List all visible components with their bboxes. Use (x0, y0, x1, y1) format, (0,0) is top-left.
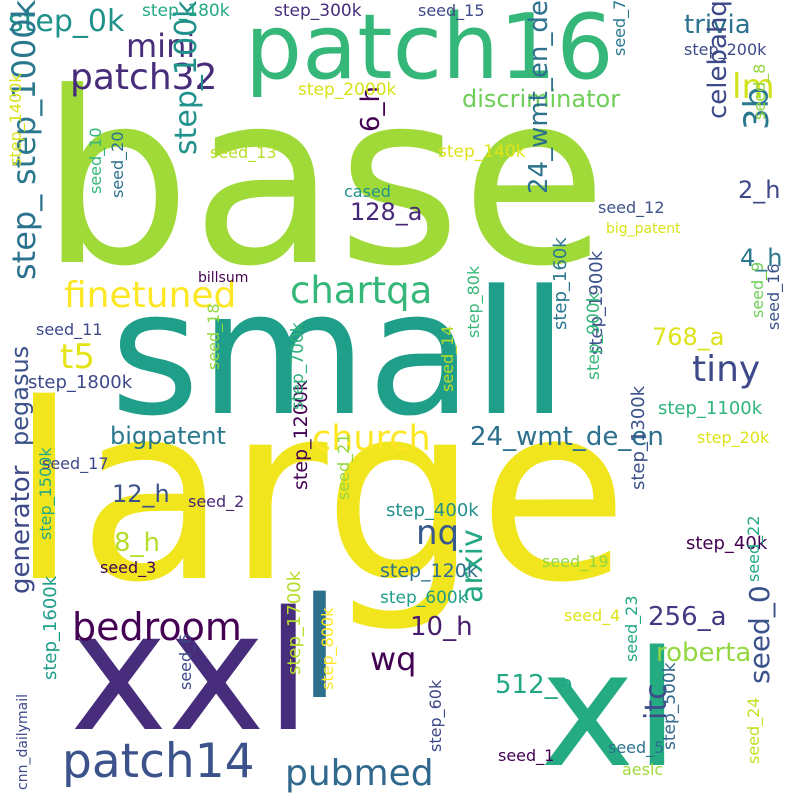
cloud-word-wq: wq (370, 640, 417, 678)
cloud-word-seed-21: seed_21 (334, 433, 353, 500)
cloud-word-10-h: 10_h (410, 612, 473, 642)
cloud-word-seed-6: seed_6 (176, 633, 195, 690)
cloud-word-8-h: 8_h (114, 528, 161, 558)
cloud-word-cnn-dailymail: cnn_dailymail (15, 694, 31, 790)
cloud-word-seed-16: seed_16 (764, 263, 783, 330)
cloud-word-4-h: 4_h (740, 244, 783, 272)
cloud-word-bigpatent: bigpatent (110, 422, 226, 450)
cloud-word-nq: nq (416, 513, 460, 553)
cloud-word-discriminator: discriminator (462, 85, 621, 113)
cloud-word-step-2000k: step_2000k (298, 80, 397, 100)
cloud-word-billsum: billsum (198, 270, 249, 286)
cloud-word-seed-8: seed_8 (750, 63, 769, 120)
cloud-word-xxl: xxl (70, 576, 312, 768)
cloud-word-seed-19: seed_19 (542, 552, 609, 571)
cloud-word-bedroom: bedroom (72, 605, 242, 649)
cloud-word-seed-17: seed_17 (42, 454, 109, 473)
cloud-word-step-1600k: step_1600k (40, 575, 61, 680)
cloud-word-seed-1: seed_1 (498, 746, 555, 765)
cloud-word-step-140k: step_140k (438, 142, 526, 162)
cloud-word-seed-11: seed_11 (36, 320, 103, 339)
cloud-word-step-800k: step_800k (318, 607, 337, 690)
cloud-word-large: large (10, 352, 629, 636)
cloud-word-xl: xl (540, 616, 680, 800)
cloud-word-12-h: 12_h (112, 480, 170, 508)
cloud-word-seed-4: seed_4 (564, 606, 621, 625)
cloud-word-step-700k: step_700k (288, 322, 308, 410)
cloud-word-tiny: tiny (692, 349, 761, 390)
cloud-word-small: small (110, 253, 569, 454)
cloud-word-mini: mini (126, 27, 196, 65)
cloud-word-seed-7: seed_7 (610, 0, 629, 57)
cloud-word-seed-0: seed_0 (743, 585, 776, 684)
cloud-word-step-100k: step_100k (169, 0, 204, 155)
cloud-word-chartqa: chartqa (290, 269, 433, 312)
cloud-word-step-: step_ (5, 194, 43, 280)
cloud-word-step-600k: step_600k (380, 588, 468, 608)
cloud-word-pegasus: pegasus (6, 345, 34, 446)
cloud-word-step-60k: step_60k (426, 679, 445, 752)
cloud-word-generator: generator (6, 465, 36, 594)
cloud-word-24-wmt-en-de: 24_wmt_en_de (524, 0, 554, 194)
cloud-word-finetuned: finetuned (64, 275, 237, 316)
cloud-word-seed-5: seed_5 (608, 738, 665, 757)
cloud-word-seed-10: seed_10 (86, 127, 105, 194)
cloud-word-step-400k: step_400k (386, 500, 479, 521)
cloud-word-seed-2: seed_2 (188, 492, 245, 511)
cloud-word-step-40k: step_40k (686, 533, 768, 554)
cloud-word-seed-12: seed_12 (598, 198, 665, 217)
cloud-word-seed-14: seed_14 (438, 325, 457, 392)
cloud-word-128-a: 128_a (350, 198, 423, 226)
cloud-word-512-a: 512_a (495, 670, 574, 700)
cloud-word-step-160k: step_160k (550, 237, 571, 330)
cloud-word-seed-13: seed_13 (210, 143, 277, 162)
cloud-word-step-180k: step_180k (142, 1, 230, 21)
cloud-word-step-900k: step_900k (584, 292, 604, 380)
cloud-word-church: church (312, 419, 431, 459)
cloud-word-seed-20: seed_20 (108, 131, 127, 198)
cloud-word-2-h: 2_h (738, 176, 781, 204)
cloud-word-aeslc: aeslc (622, 760, 664, 779)
cloud-word-seed-23: seed_23 (622, 595, 641, 662)
cloud-word-step-80k: step_80k (464, 265, 483, 338)
cloud-word-patch32: patch32 (70, 57, 218, 98)
cloud-word-step-500k: step_500k (660, 662, 680, 750)
cloud-word-step-1100k: step_1100k (658, 398, 763, 419)
cloud-word-patch14: patch14 (62, 734, 255, 789)
cloud-word-24-wmt-de-en: 24_wmt_de_en (470, 422, 664, 452)
cloud-word-cased: cased (344, 182, 391, 201)
cloud-word-seed-15: seed_15 (418, 1, 485, 20)
cloud-word-roberta: roberta (656, 638, 752, 668)
cloud-word-step-300k: step_300k (274, 1, 362, 21)
cloud-word-lm: lm (732, 67, 775, 107)
cloud-word-l: l (300, 568, 339, 731)
cloud-word-t5: t5 (60, 337, 95, 377)
cloud-word-big-patent: big_patent (606, 221, 681, 237)
cloud-word-step-200k: step_200k (684, 40, 767, 59)
cloud-word-step-120k: step_120k (380, 560, 478, 582)
cloud-word-step-1400k: step_1400k (6, 73, 25, 166)
cloud-word-step-0k: step_0k (8, 4, 125, 39)
cloud-word-step-1800k: step_1800k (28, 372, 133, 393)
cloud-word-768-a: 768_a (652, 323, 725, 351)
cloud-word-seed-24: seed_24 (744, 697, 763, 764)
cloud-word-base: base (40, 42, 608, 319)
cloud-word-pubmed: pubmed (285, 753, 434, 794)
cloud-word-step-1300k: step_1300k (628, 385, 649, 490)
cloud-word-celebahq: celebahq (703, 0, 733, 119)
cloud-word-step-1700k: step_1700k (284, 570, 305, 675)
cloud-word-seed-18: seed_18 (204, 303, 223, 370)
cloud-word-patch16: patch16 (245, 0, 614, 100)
cloud-word-trivia: trivia (684, 10, 751, 40)
cloud-word-step-20k: step_20k (697, 428, 770, 447)
cloud-word-seed-3: seed_3 (100, 558, 157, 577)
cloud-word-256-a: 256_a (648, 602, 727, 632)
cloud-word-seed-22: seed_22 (744, 515, 763, 582)
